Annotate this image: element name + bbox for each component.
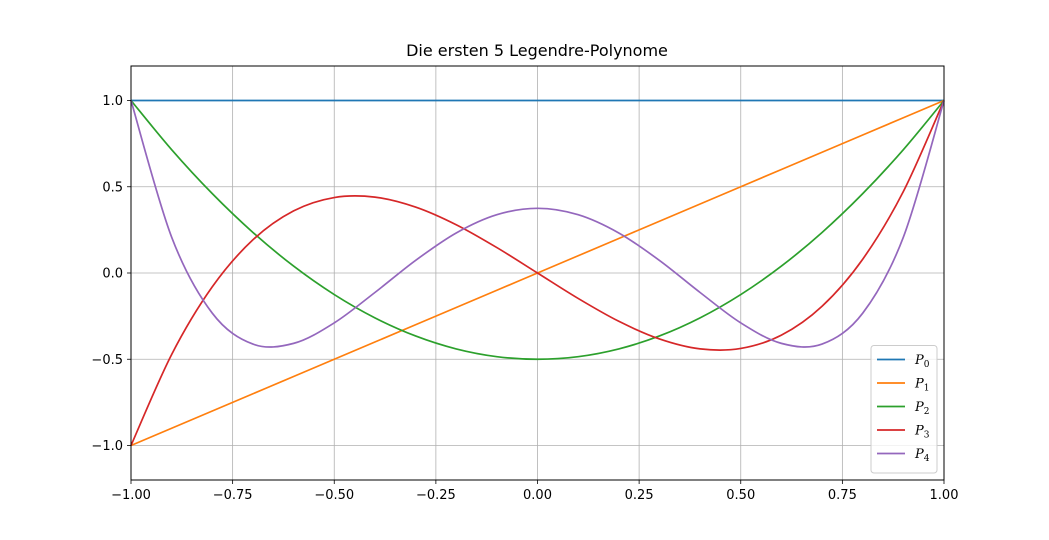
x-tick-label: −0.25	[416, 488, 456, 503]
y-tick-label: −1.0	[91, 439, 123, 454]
legend-label-p1: P1	[914, 377, 929, 394]
legend-label-p3: P3	[914, 424, 930, 441]
axis-ticks: −1.00 −0.75 −0.50 −0.25 0.00 0.25 0.50 0.75 1.00…	[91, 94, 958, 503]
y-tick-label: −0.5	[91, 353, 123, 368]
x-tick-label: −0.75	[213, 488, 253, 503]
legend: P0 P1 P2 P3 P4	[870, 345, 938, 474]
x-tick-label: 0.50	[726, 488, 755, 503]
legend-box	[870, 345, 938, 474]
series-lines	[130, 99, 945, 447]
x-tick-label: 1.00	[930, 488, 959, 503]
x-tick-label: 0.25	[625, 488, 654, 503]
legend-label-p2: P2	[914, 400, 929, 417]
y-tick-label: 0.5	[102, 180, 123, 195]
x-tick-label: 0.75	[828, 488, 857, 503]
x-tick-label: −1.00	[111, 488, 151, 503]
legend-label-p4: P4	[914, 447, 930, 464]
chart-title: Die ersten 5 Legendre-Polynome	[406, 41, 668, 60]
series-line-p2	[130, 99, 945, 361]
x-tick-label: −0.50	[314, 488, 354, 503]
series-line-p4	[130, 100, 945, 348]
y-tick-label: 0.0	[102, 267, 123, 282]
x-tick-label: 0.00	[523, 488, 552, 503]
y-tick-label: 1.0	[102, 94, 123, 109]
series-line-p3	[130, 100, 945, 446]
legend-label-p0: P0	[914, 353, 930, 370]
